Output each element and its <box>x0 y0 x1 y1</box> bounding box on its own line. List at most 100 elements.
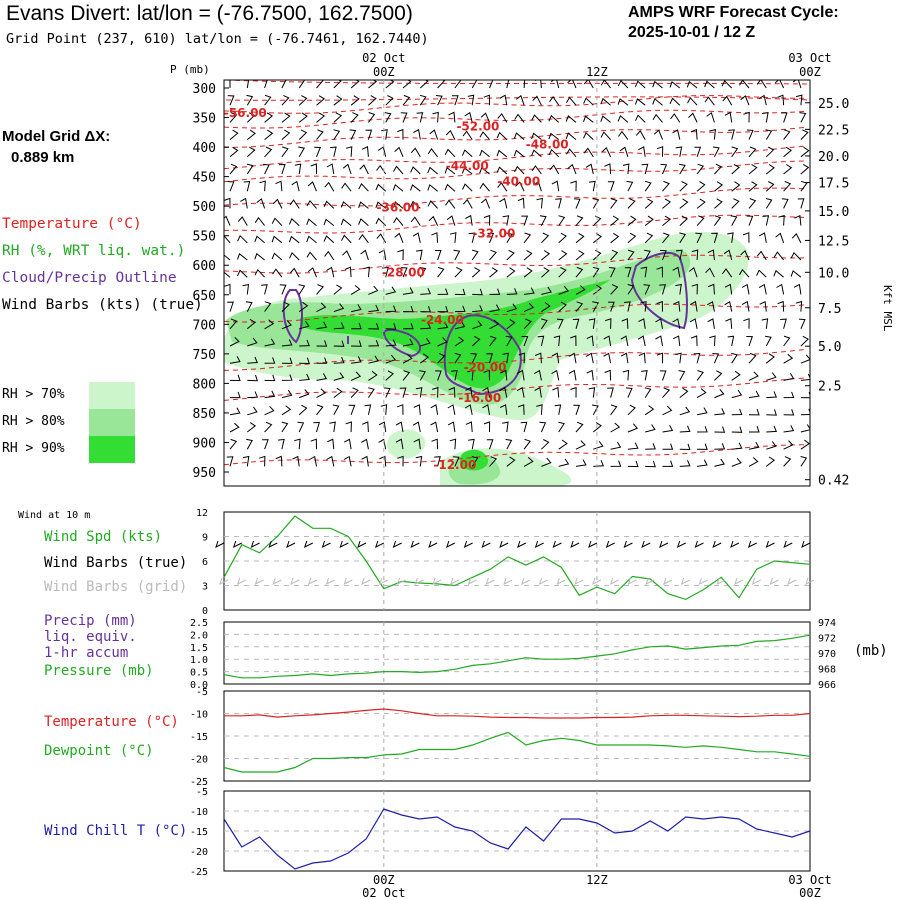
wind-barb <box>697 407 708 416</box>
precip-label: Precip (mm) <box>44 613 137 629</box>
wind-barb <box>316 388 327 399</box>
temperature-contour-label: -36.00 <box>377 200 420 214</box>
wind-barb <box>746 215 754 226</box>
wind-barb-grid <box>556 577 566 585</box>
wind-barb <box>708 283 715 295</box>
wind-10m-tick-label: 0 <box>202 606 208 617</box>
temperature-contour-label: -56.00 <box>224 106 267 120</box>
wind-barb <box>264 129 274 140</box>
wind-barb <box>558 458 570 467</box>
pressure-tick-label: 400 <box>193 141 216 156</box>
wind-barb-grid <box>805 577 815 585</box>
wind-barb <box>783 164 793 175</box>
wind-barb <box>521 336 529 347</box>
bottom-hour-label: 00Z <box>373 873 395 887</box>
wind-barb <box>618 130 629 140</box>
wind-barb <box>548 114 560 123</box>
wind-barb <box>452 456 460 467</box>
wind-barb <box>246 94 254 106</box>
wind-barb <box>281 339 293 347</box>
wind-barb <box>800 335 809 347</box>
wind-barb <box>748 198 757 209</box>
wind-barb <box>224 271 231 278</box>
wind-barb <box>229 112 238 123</box>
wind-barb <box>350 285 361 295</box>
wind-barb <box>298 112 308 123</box>
model-grid-dx: Model Grid ΔX: 0.889 km <box>2 126 110 168</box>
top-hour-label: 00Z <box>373 65 395 79</box>
precip-label-3: 1-hr accum <box>44 645 129 661</box>
wind-barb <box>489 288 501 295</box>
wind-barb <box>281 301 290 312</box>
wind-barb <box>487 232 495 243</box>
wind-barb <box>294 438 301 450</box>
wind-barb <box>362 421 369 433</box>
wind-barb <box>246 146 256 158</box>
wind-barb <box>227 301 234 312</box>
wind-barb <box>690 335 698 347</box>
wind-barb <box>316 404 324 416</box>
wind-barb <box>489 249 497 261</box>
wind-barb-grid <box>698 577 708 585</box>
temperature-contour-label: -48.00 <box>526 138 569 152</box>
wind-barb <box>333 372 345 381</box>
wind-barb <box>714 443 726 450</box>
wind-barb <box>652 97 663 106</box>
wind-barb <box>472 304 483 313</box>
wind-barb <box>731 146 739 158</box>
wind-barb <box>448 111 456 123</box>
wind-barb <box>395 438 404 450</box>
wind-barb <box>575 440 586 450</box>
wind-barb <box>281 129 291 140</box>
wind-barb <box>505 335 513 347</box>
wind-barb <box>575 421 584 433</box>
wind-barb-grid <box>680 577 690 585</box>
wind-barb-grid <box>432 577 442 585</box>
wind-barb <box>541 267 550 278</box>
wind-barb <box>731 181 741 192</box>
wind-barbs-grid-label: Wind Barbs (grid) <box>44 579 188 595</box>
wind-barb <box>583 80 594 89</box>
wind-barb <box>345 146 353 157</box>
top-hour-label: 00Z <box>799 65 821 79</box>
wind-chill-tick-label: -20 <box>190 847 208 858</box>
wind-barb <box>497 181 508 192</box>
wind-barb <box>556 318 564 330</box>
wind-barb <box>340 201 352 209</box>
wind-barb <box>412 421 421 433</box>
pressure-label: Pressure (mb) <box>44 663 154 679</box>
wind-barb <box>797 198 805 209</box>
wind-barb <box>289 267 300 278</box>
wind-barb <box>468 438 475 450</box>
wind-barb <box>310 438 317 450</box>
wind-barb <box>472 288 483 296</box>
wind-barb <box>610 215 620 226</box>
wind-barb <box>246 112 256 123</box>
wind-barb <box>660 163 668 175</box>
top-hour-label: 12Z <box>586 65 608 79</box>
wind-barb-grid <box>378 577 389 585</box>
wind-barb <box>640 266 648 278</box>
wind-barb <box>254 235 265 244</box>
wind-barb <box>551 180 560 192</box>
temperature-contour <box>224 145 807 170</box>
wind-barb <box>227 181 235 192</box>
wind-barb <box>566 148 577 158</box>
temperature-contour <box>224 214 807 234</box>
wind-barb <box>748 371 759 381</box>
wind-barb <box>662 215 672 226</box>
wind-barb <box>361 146 369 157</box>
wind-barb <box>397 455 404 467</box>
wind-barb <box>662 180 670 192</box>
wind-barb-grid <box>396 577 406 585</box>
wind-barb <box>765 146 775 158</box>
wind-barb <box>451 95 459 106</box>
wind-barb <box>679 406 691 416</box>
wind-barb <box>766 425 778 433</box>
wind-barb <box>731 426 743 433</box>
wind-barb <box>403 322 414 330</box>
wind-barb <box>237 234 248 244</box>
wind-barb <box>299 373 310 381</box>
rh80-label: RH > 80% <box>2 414 65 429</box>
wind-barb <box>368 304 380 313</box>
